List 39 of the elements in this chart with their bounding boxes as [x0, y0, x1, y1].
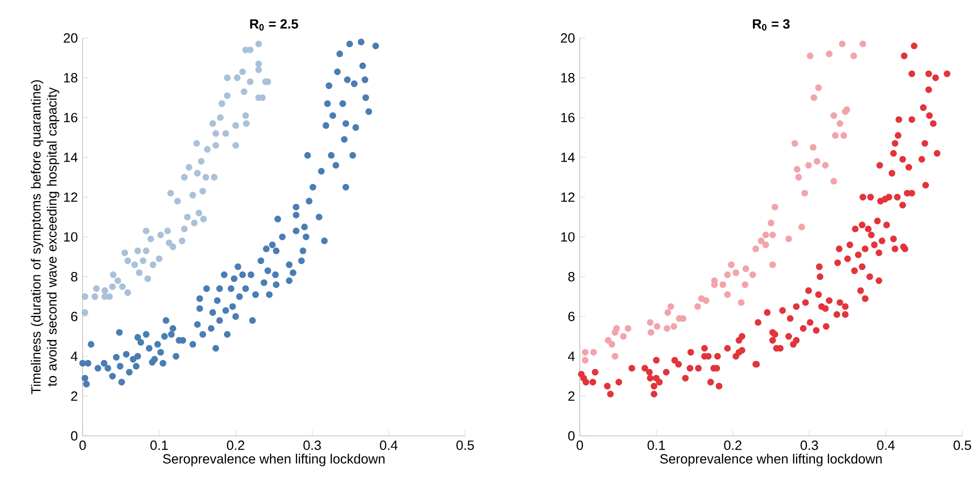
y-tick-label: 10: [64, 232, 78, 242]
y-tick-label: 4: [70, 352, 78, 361]
y-tick-label: 16: [64, 112, 78, 122]
chart-title: R$_{0}$ = 2.5: [250, 19, 298, 31]
y-tick-label: 2: [71, 391, 78, 401]
x-tick-label: 0.3: [800, 440, 818, 450]
y-tick-label: 20: [560, 33, 575, 43]
x-tick-label: 0.2: [724, 440, 742, 450]
x-tick-label: 0.1: [648, 440, 665, 450]
y-tick-label: 8: [568, 272, 575, 282]
x-axis-title: Seroprevalence when lifting lockdown: [660, 454, 882, 466]
y-tick-label: 0: [568, 431, 575, 441]
y-tick-label: 2: [568, 391, 574, 401]
y-tick-label: 18: [64, 73, 78, 83]
y-tick-label: 6: [71, 312, 78, 322]
y-axis-title: Timeliness (duration of symptoms before quarantine) to avoid second wave exceeding hospital capacity: [30, 80, 60, 394]
y-tick-label: 18: [561, 73, 575, 83]
x-tick-label: 0: [576, 440, 583, 450]
y-tick-label: 10: [561, 232, 575, 242]
x-tick-label: 0.4: [877, 440, 895, 450]
x-tick-label: 0: [79, 440, 86, 450]
x-tick-label: 0.3: [303, 440, 321, 450]
x-tick-label: 0.1: [150, 440, 168, 450]
y-tick-label: 14: [64, 152, 78, 162]
y-tick-label: 14: [561, 152, 575, 162]
chart-title: R$_{0}$ = 3: [752, 19, 790, 31]
y-tick-label: 6: [568, 312, 575, 322]
x-tick-label: 0.5: [954, 440, 972, 450]
y-tick-label: 20: [64, 33, 78, 43]
x-tick-label: 0.5: [456, 440, 474, 450]
y-tick-label: 12: [561, 192, 574, 202]
x-tick-label: 0.2: [226, 440, 244, 450]
y-tick-label: 12: [64, 192, 78, 202]
y-tick-label: 8: [71, 272, 78, 282]
y-tick-label: 4: [568, 352, 575, 361]
y-tick-label: 16: [561, 112, 575, 122]
x-axis-title: Seroprevalence when lifting lockdown: [163, 454, 384, 466]
y-tick-label: 0: [71, 431, 78, 441]
x-tick-label: 0.4: [380, 440, 398, 450]
